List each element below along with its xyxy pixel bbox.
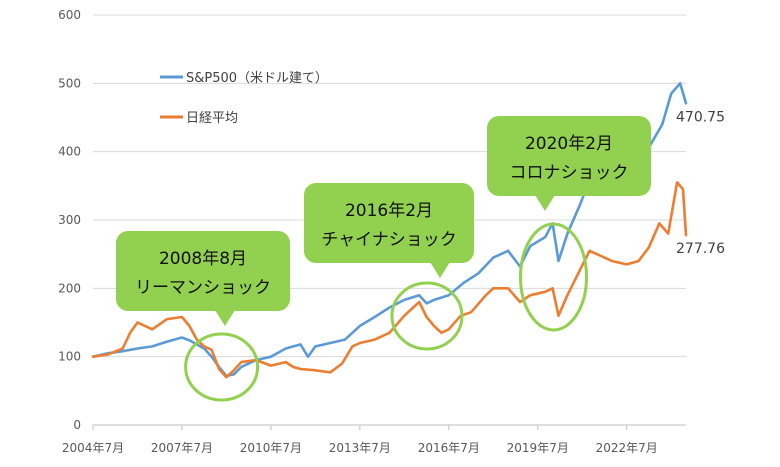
highlight-ellipse [184, 332, 260, 402]
callout-date: 2008年8月 [159, 249, 247, 269]
callout-pointer [215, 310, 235, 326]
event-highlights [184, 222, 589, 402]
y-tick-label: 400 [58, 145, 81, 159]
legend-label: S&P500（米ドル建て） [186, 71, 328, 86]
callout-box [304, 183, 474, 263]
callout-box [116, 231, 290, 311]
end-value-label: 470.75 [676, 109, 725, 125]
callout-date: 2020年2月 [525, 134, 613, 154]
end-labels: 470.75 277.76 [676, 109, 725, 257]
callout-event: リーマンショック [135, 278, 271, 298]
callout-event: コロナショック [510, 163, 629, 183]
highlight-ellipse [519, 222, 589, 332]
y-tick-label: 600 [58, 8, 81, 22]
event-callouts: 2008年8月リーマンショック2016年2月チャイナショック2020年2月コロナ… [116, 116, 651, 326]
x-tick-label: 2022年7月 [596, 441, 658, 455]
y-tick-label: 300 [58, 213, 81, 227]
x-tick-label: 2007年7月 [151, 441, 213, 455]
callout-pointer [430, 262, 450, 278]
x-tick-label: 2013年7月 [329, 441, 391, 455]
x-tick-label: 2010年7月 [240, 441, 302, 455]
x-axis-ticks: 2004年7月 2007年7月 2010年7月 2013年7月 2016年7月 2019年… [62, 425, 658, 455]
y-tick-label: 0 [73, 418, 81, 432]
legend: S&P500（米ドル建て） 日経平均 [160, 71, 328, 126]
x-tick-label: 2004年7月 [62, 441, 124, 455]
highlight-ellipse [390, 281, 464, 351]
x-tick-label: 2019年7月 [507, 441, 569, 455]
y-axis-ticks: 0 100 200 300 400 500 600 [58, 8, 81, 432]
callout-event: チャイナショック [321, 230, 457, 250]
legend-label: 日経平均 [186, 111, 238, 126]
end-value-label: 277.76 [676, 241, 725, 257]
y-tick-label: 200 [58, 281, 81, 295]
y-tick-label: 100 [58, 350, 81, 364]
x-tick-label: 2016年7月 [418, 441, 480, 455]
callout-box [487, 116, 651, 196]
y-tick-label: 500 [58, 76, 81, 90]
callout-pointer [535, 195, 555, 211]
callout-date: 2016年2月 [345, 201, 433, 221]
